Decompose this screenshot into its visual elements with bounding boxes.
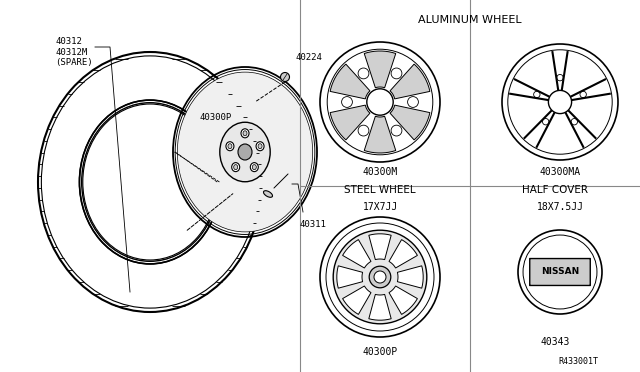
- Text: R433001T: R433001T: [558, 357, 598, 366]
- Text: STEEL WHEEL: STEEL WHEEL: [344, 185, 416, 195]
- Ellipse shape: [280, 73, 289, 81]
- Text: 40312
40312M
(SPARE): 40312 40312M (SPARE): [55, 37, 93, 67]
- Polygon shape: [364, 51, 396, 88]
- Circle shape: [543, 119, 549, 125]
- Circle shape: [374, 271, 386, 283]
- Ellipse shape: [238, 144, 252, 160]
- Polygon shape: [369, 234, 391, 260]
- Text: ALUMINUM WHEEL: ALUMINUM WHEEL: [418, 15, 522, 25]
- Ellipse shape: [391, 68, 402, 79]
- Ellipse shape: [358, 125, 369, 136]
- Ellipse shape: [342, 97, 353, 108]
- Ellipse shape: [256, 142, 264, 151]
- Ellipse shape: [250, 163, 259, 171]
- Ellipse shape: [228, 144, 232, 149]
- Circle shape: [571, 119, 577, 125]
- Circle shape: [369, 266, 391, 288]
- Polygon shape: [364, 116, 396, 153]
- Circle shape: [333, 230, 427, 324]
- Text: 40224: 40224: [295, 52, 322, 61]
- Text: 40311: 40311: [300, 219, 327, 228]
- Circle shape: [534, 91, 540, 98]
- Polygon shape: [389, 286, 417, 314]
- Ellipse shape: [177, 72, 313, 232]
- Polygon shape: [330, 105, 370, 140]
- Polygon shape: [390, 105, 430, 140]
- Text: 40300MA: 40300MA: [540, 167, 580, 177]
- Ellipse shape: [358, 68, 369, 79]
- Ellipse shape: [226, 142, 234, 151]
- Polygon shape: [342, 286, 371, 314]
- Text: 18X7.5JJ: 18X7.5JJ: [536, 202, 584, 212]
- Text: 40300P: 40300P: [200, 112, 232, 122]
- FancyBboxPatch shape: [530, 259, 590, 285]
- Polygon shape: [337, 266, 363, 288]
- Circle shape: [580, 91, 586, 98]
- Polygon shape: [390, 64, 430, 99]
- Polygon shape: [342, 240, 371, 268]
- Ellipse shape: [234, 165, 237, 170]
- Ellipse shape: [408, 97, 419, 108]
- Ellipse shape: [220, 122, 270, 182]
- Ellipse shape: [258, 144, 262, 149]
- Polygon shape: [330, 64, 370, 99]
- Text: 40300M: 40300M: [362, 167, 397, 177]
- Polygon shape: [397, 266, 423, 288]
- Ellipse shape: [243, 131, 247, 136]
- Polygon shape: [389, 240, 417, 268]
- Text: 40300P: 40300P: [362, 347, 397, 357]
- Ellipse shape: [232, 163, 240, 171]
- Ellipse shape: [264, 191, 273, 197]
- Ellipse shape: [241, 129, 249, 138]
- Ellipse shape: [252, 165, 256, 170]
- Circle shape: [557, 74, 563, 81]
- Ellipse shape: [391, 125, 402, 136]
- Text: 17X7JJ: 17X7JJ: [362, 202, 397, 212]
- Polygon shape: [369, 294, 391, 320]
- Text: HALF COVER: HALF COVER: [522, 185, 588, 195]
- Text: NISSAN: NISSAN: [541, 267, 579, 276]
- Text: 40343: 40343: [540, 337, 570, 347]
